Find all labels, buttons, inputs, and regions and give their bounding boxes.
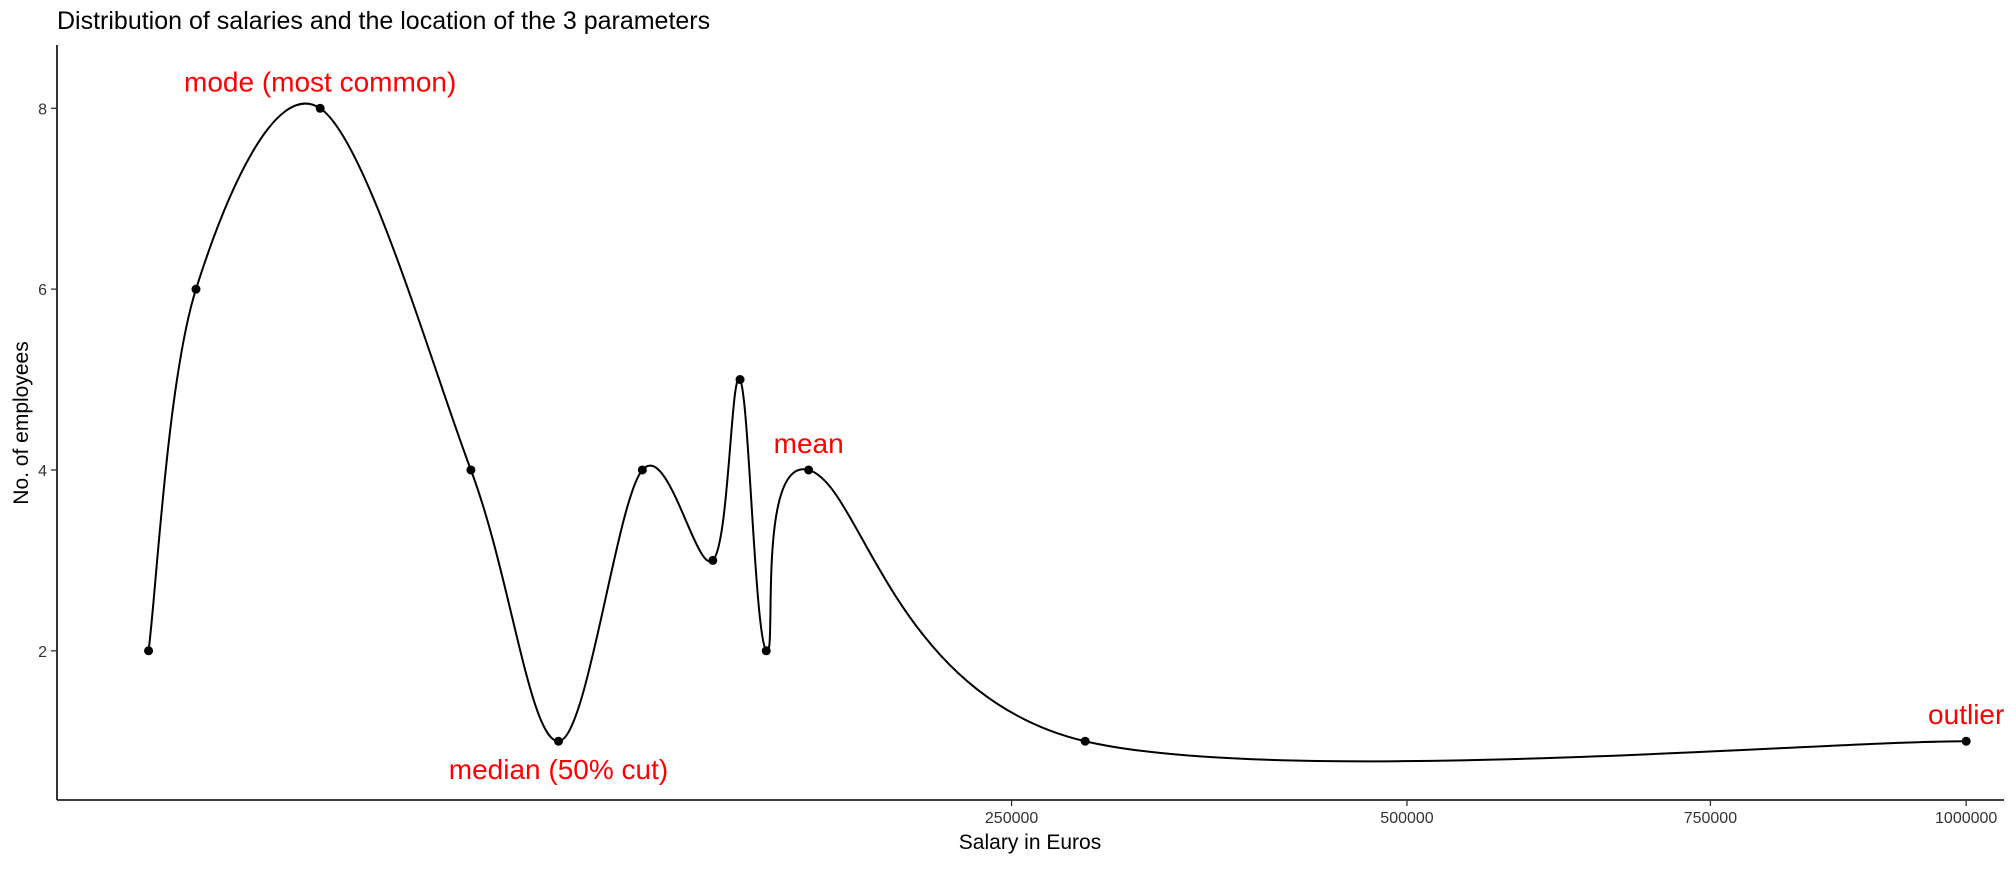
chart-title: Distribution of salaries and the locatio… (57, 7, 710, 35)
data-point (1080, 736, 1090, 746)
data-point (144, 646, 154, 656)
data-point (191, 284, 201, 294)
x-tick-label: 500000 (1380, 810, 1433, 827)
data-point (637, 465, 647, 475)
data-point (315, 103, 325, 113)
y-tick-label: 4 (38, 463, 47, 480)
annotation-label: mean (774, 428, 844, 459)
data-point (735, 375, 745, 385)
series-line (147, 102, 1967, 763)
data-point (466, 465, 476, 475)
x-tick-label: 1000000 (1935, 810, 1997, 827)
data-point (804, 465, 814, 475)
data-point (1961, 736, 1971, 746)
annotation-layer: mode (most common) median (50% cut) mean ou… (184, 66, 2004, 785)
axes: 2 4 6 8 250000 500000 750000 1000000 (38, 45, 2004, 827)
y-axis-title: No. of employees (10, 341, 33, 504)
x-tick-label: 250000 (985, 810, 1038, 827)
y-tick-label: 2 (38, 644, 47, 661)
annotation-label: mode (most common) (184, 66, 456, 97)
data-point (708, 555, 718, 565)
x-axis-title: Salary in Euros (959, 831, 1101, 854)
data-point (554, 736, 564, 746)
annotation-label: outlier (1928, 699, 2004, 730)
annotation-label: median (50% cut) (449, 754, 668, 785)
y-tick-label: 8 (38, 101, 47, 118)
y-tick-label: 6 (38, 282, 47, 299)
x-tick-label: 750000 (1684, 810, 1737, 827)
data-point (761, 646, 771, 656)
series-layer (144, 102, 1971, 763)
